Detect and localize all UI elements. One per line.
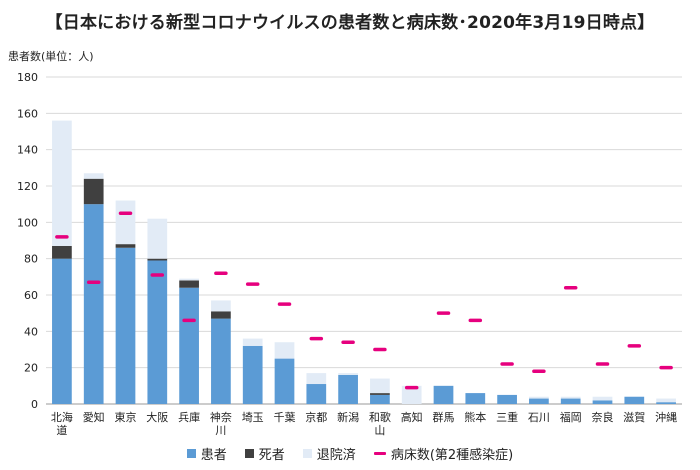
x-tick-label: 福岡 xyxy=(560,410,582,424)
legend-swatch-discharged xyxy=(302,449,312,458)
x-tick-label: 京都 xyxy=(305,410,327,424)
legend-label-beds: 病床数(第2種感染症) xyxy=(390,448,514,463)
bar-patients xyxy=(242,345,263,404)
bar-patients xyxy=(656,402,676,404)
bar-discharged xyxy=(274,342,295,359)
x-tick-label: 東京 xyxy=(115,410,137,424)
bar-discharged xyxy=(52,120,72,246)
bar-discharged xyxy=(179,278,199,281)
x-tick-label: 滋賀 xyxy=(623,411,645,424)
bar-patients xyxy=(560,398,581,404)
y-tick-label: 40 xyxy=(24,325,38,338)
x-tick-label: 高知 xyxy=(401,410,423,424)
x-tick-label: 石川 xyxy=(528,411,550,424)
legend-item-beds: 病床数(第2種感染症) xyxy=(373,444,514,463)
x-tick-label: 埼玉 xyxy=(242,410,264,424)
legend-swatch-beds xyxy=(373,452,386,455)
bar-discharged xyxy=(147,218,168,259)
bar-patients xyxy=(433,385,454,404)
legend-label-deaths: 死者 xyxy=(258,448,285,463)
y-tick-label: 180 xyxy=(17,71,38,84)
x-tick-label: 奈良 xyxy=(592,410,614,424)
y-tick-label: 0 xyxy=(31,398,38,411)
x-tick-label: 千葉 xyxy=(274,410,296,424)
bar-patients xyxy=(211,318,231,404)
legend-item-patients: 患者 xyxy=(186,444,227,463)
bar-patients xyxy=(306,384,327,404)
legend-item-deaths: 死者 xyxy=(244,444,285,463)
x-tick-label: 沖縄 xyxy=(655,410,677,424)
x-tick-label: 大阪 xyxy=(146,410,168,424)
x-tick-label: 和歌山 xyxy=(369,410,391,437)
bar-discharged xyxy=(529,396,549,399)
legend-label-patients: 患者 xyxy=(200,448,227,463)
x-tick-label: 北海道 xyxy=(51,410,73,437)
bar-discharged xyxy=(211,300,231,312)
x-tick-label: 三重 xyxy=(496,410,518,424)
y-tick-label: 100 xyxy=(17,216,38,229)
x-tick-label: 兵庫 xyxy=(178,410,200,424)
bar-discharged xyxy=(242,338,263,346)
x-tick-label: 群馬 xyxy=(433,410,455,424)
bar-deaths xyxy=(115,244,136,248)
x-tick-label: 神奈川 xyxy=(210,410,232,437)
bar-discharged xyxy=(560,396,581,399)
bar-deaths xyxy=(147,258,168,261)
legend-swatch-patients xyxy=(186,449,196,458)
y-tick-label: 160 xyxy=(17,107,38,120)
bar-patients xyxy=(274,358,295,404)
bar-discharged xyxy=(401,385,422,404)
bar-discharged xyxy=(338,373,358,375)
bar-patients xyxy=(592,400,613,404)
legend-swatch-deaths xyxy=(244,449,254,458)
bar-patients xyxy=(338,374,358,404)
bar-discharged xyxy=(306,373,327,385)
bar-discharged xyxy=(370,378,390,394)
legend-label-discharged: 退院済 xyxy=(316,448,356,463)
y-tick-label: 60 xyxy=(24,289,38,302)
bar-deaths xyxy=(83,178,104,205)
bar-discharged xyxy=(592,396,613,401)
bar-deaths xyxy=(370,393,390,395)
bar-patients xyxy=(83,204,104,404)
bar-deaths xyxy=(179,280,199,288)
bar-patients xyxy=(497,394,517,404)
bar-patients xyxy=(624,396,645,404)
bar-patients xyxy=(370,394,390,404)
y-tick-label: 120 xyxy=(17,180,38,193)
bar-patients xyxy=(465,393,486,404)
bar-patients xyxy=(529,398,549,404)
bar-patients xyxy=(179,287,199,404)
y-axis-label: 患者数(単位：人) xyxy=(8,50,94,63)
legend: 患者 死者 退院済 病床数(第2種感染症) xyxy=(0,444,700,463)
legend-item-discharged: 退院済 xyxy=(302,444,356,463)
bar-discharged xyxy=(83,173,104,179)
y-tick-label: 140 xyxy=(17,144,38,157)
bar-discharged xyxy=(656,398,676,403)
bar-deaths xyxy=(52,245,72,259)
bar-patients xyxy=(115,247,136,404)
bar-deaths xyxy=(211,311,231,319)
bar-patients xyxy=(52,258,72,404)
x-tick-label: 新潟 xyxy=(337,410,359,424)
bar-patients xyxy=(147,260,168,404)
y-tick-label: 20 xyxy=(24,362,38,375)
x-tick-label: 熊本 xyxy=(464,410,486,424)
y-tick-label: 80 xyxy=(24,253,38,266)
bar-discharged xyxy=(115,200,136,245)
chart-title: 【日本における新型コロナウイルスの患者数と病床数･2020年3月19日時点】 xyxy=(45,13,655,33)
x-tick-label: 愛知 xyxy=(83,410,105,424)
